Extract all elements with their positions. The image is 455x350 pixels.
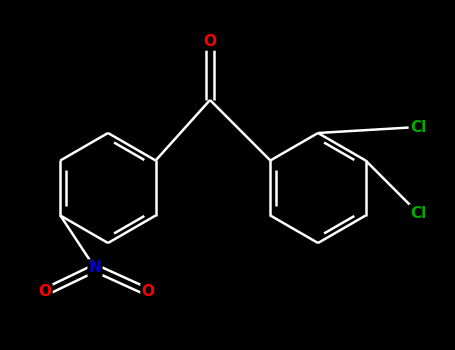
Text: Cl: Cl [410,205,426,220]
Text: O: O [203,35,217,49]
Text: O: O [142,285,155,300]
Text: Cl: Cl [410,119,426,134]
Text: N: N [89,260,101,275]
Text: O: O [39,285,51,300]
